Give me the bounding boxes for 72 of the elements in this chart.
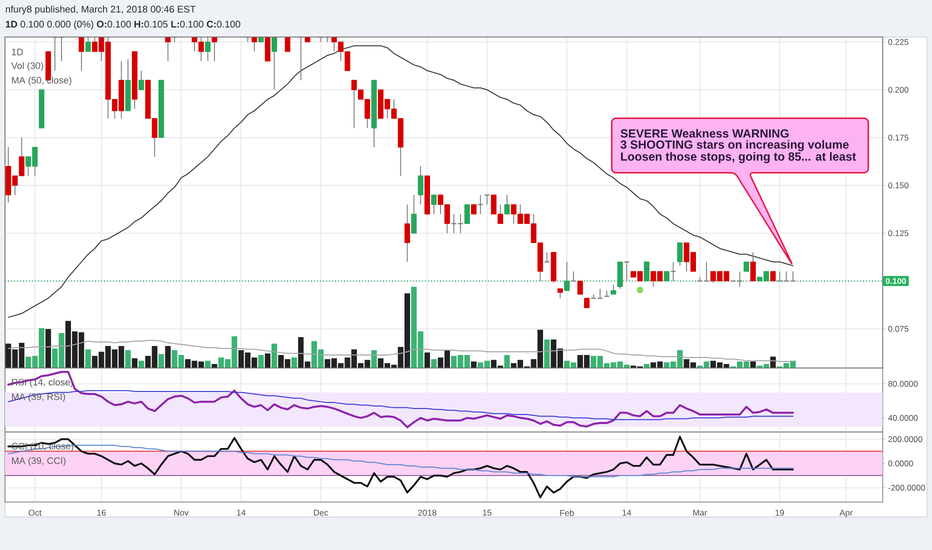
annotation: 3 SHOOTING stars on increasing volume xyxy=(620,140,849,152)
chart-title: nfury8 published, March 21, 2018 00:46 EST xyxy=(6,6,196,14)
bar xyxy=(45,328,52,368)
candlestick xyxy=(504,194,510,215)
candlestick xyxy=(750,252,756,282)
candlestick xyxy=(584,298,590,308)
bar xyxy=(371,350,377,368)
bar xyxy=(258,355,264,368)
candlestick xyxy=(610,284,616,295)
bar xyxy=(770,356,776,368)
x-tick-label: Oct xyxy=(28,510,42,516)
x-tick-label: Dec xyxy=(314,510,328,516)
candlestick xyxy=(644,261,650,282)
x-tick-label: Nov xyxy=(174,510,189,516)
y-tick-label: 0.200 xyxy=(888,86,908,93)
bar xyxy=(85,349,91,368)
x-tick-label: Apr xyxy=(840,510,853,518)
bar xyxy=(544,340,550,368)
bar xyxy=(431,359,437,368)
bar xyxy=(424,352,430,368)
candlestick xyxy=(411,194,417,234)
bar xyxy=(504,355,510,368)
candlestick xyxy=(557,288,563,299)
bar xyxy=(264,353,270,368)
annotation: Loosen those stops, going to 85... at least xyxy=(621,152,856,164)
candlestick xyxy=(471,204,477,214)
y-tick-label: 80.0000 xyxy=(888,380,918,387)
x-tick-label: Feb xyxy=(560,510,574,516)
bar xyxy=(470,362,477,368)
x-tick-label: 14 xyxy=(622,510,632,516)
y-tick-label: 40.0000 xyxy=(888,414,918,421)
bar xyxy=(165,346,171,368)
bar xyxy=(205,360,211,368)
bar xyxy=(750,362,756,368)
text: Vol (30) xyxy=(11,62,44,71)
y-tick-label: -200.0000 xyxy=(888,484,926,491)
text: 1D 0.100 0.000 (0%) O:0.100 H:0.105 L:0.100 C:0.100 xyxy=(6,20,240,30)
x-tick-label: 15 xyxy=(482,510,492,516)
bar xyxy=(138,360,144,368)
annotation: SEVERE Weakness WARNING xyxy=(620,128,789,138)
bar xyxy=(132,358,138,368)
y-tick-label: 0.175 xyxy=(888,134,908,141)
x-tick-label: 19 xyxy=(776,510,784,516)
candlestick xyxy=(677,242,683,266)
candlestick xyxy=(744,261,750,272)
candlestick xyxy=(770,271,776,282)
bar xyxy=(272,344,278,368)
y-tick-label: 0.150 xyxy=(888,182,908,188)
candlestick xyxy=(431,194,437,215)
candlestick xyxy=(464,204,470,224)
candlestick xyxy=(577,280,583,295)
bar xyxy=(125,350,131,368)
x-tick-label: 14 xyxy=(236,510,246,516)
x-tick-label: 16 xyxy=(97,510,106,516)
y-tick-label: 200.0000 xyxy=(888,436,922,442)
x-tick-label: 2018 xyxy=(418,510,436,516)
series-label: MA (39, RSI) xyxy=(12,393,65,402)
candlestick xyxy=(418,166,424,206)
y-tick-label: 0.125 xyxy=(888,230,908,236)
y-tick-label: 0.075 xyxy=(888,326,908,332)
y-tick-label: 0.225 xyxy=(888,39,908,45)
text: MA (50, close) xyxy=(12,76,72,86)
ref-line-label: 0.100 xyxy=(886,278,906,284)
series-label: MA (39, CCI) xyxy=(12,457,66,466)
x-tick-label: Mar xyxy=(693,510,708,516)
bar xyxy=(291,357,298,368)
candlestick xyxy=(404,204,410,262)
y-tick-label: 0.0000 xyxy=(888,460,914,466)
annotation: 1D xyxy=(12,48,23,56)
bar xyxy=(158,354,164,368)
candlestick xyxy=(664,271,670,282)
candlestick xyxy=(138,70,144,90)
